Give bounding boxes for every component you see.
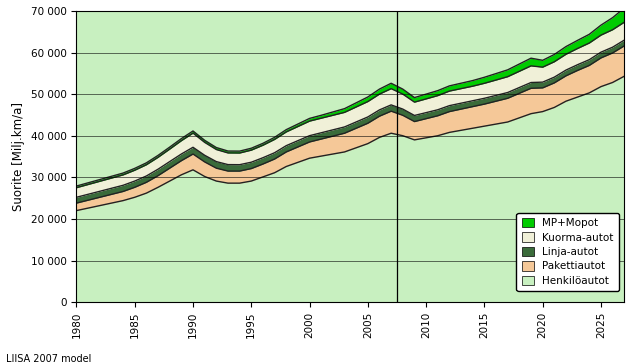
Legend: MP+Mopot, Kuorma-autot, Linja-autot, Pakettiautot, Henkilöautot: MP+Mopot, Kuorma-autot, Linja-autot, Pak…: [517, 213, 619, 291]
Y-axis label: Suorite [Milj.km/a]: Suorite [Milj.km/a]: [12, 102, 25, 211]
Text: LIISA 2007 model: LIISA 2007 model: [6, 354, 92, 364]
